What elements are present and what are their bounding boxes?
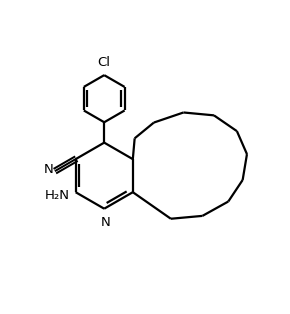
Text: N: N [101, 216, 110, 229]
Text: N: N [44, 163, 53, 176]
Text: H₂N: H₂N [45, 188, 70, 202]
Text: Cl: Cl [98, 56, 111, 69]
